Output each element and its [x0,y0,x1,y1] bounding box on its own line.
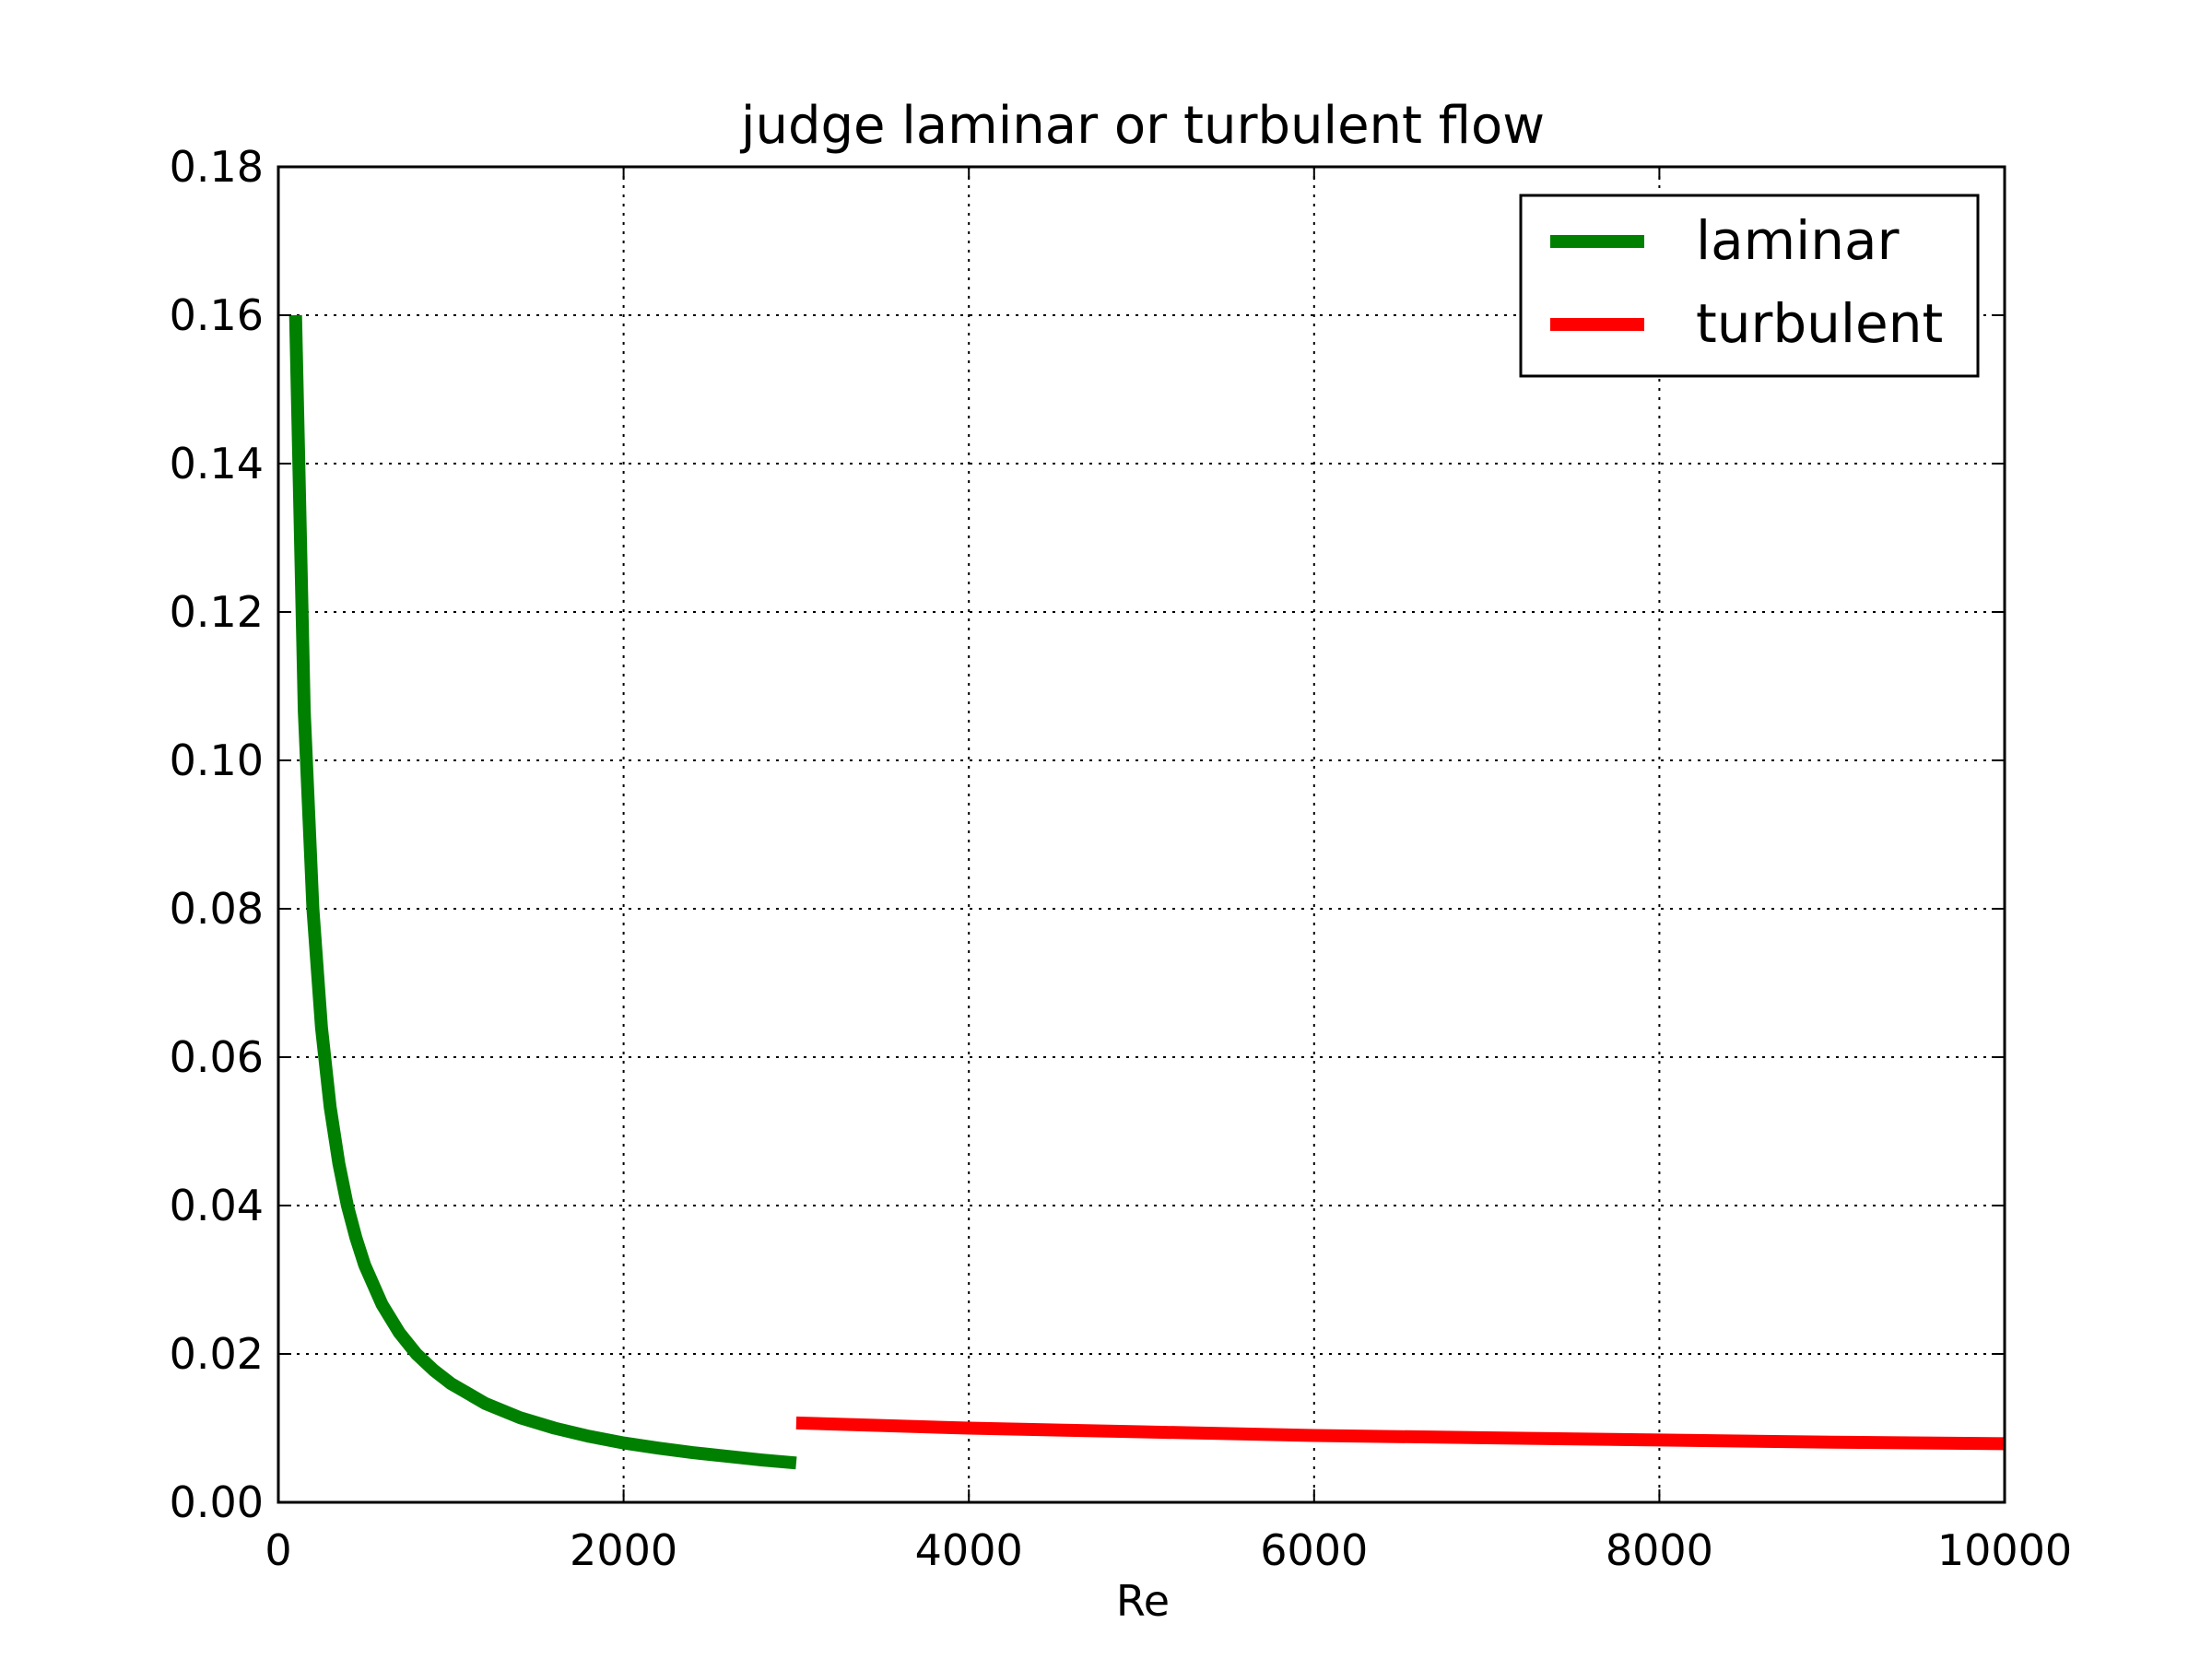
chart-title: judge laminar or turbulent flow [739,96,1545,156]
x-tick-label: 0 [265,1525,291,1575]
y-tick-label: 0.12 [170,587,264,637]
legend: laminar turbulent [1519,194,1980,378]
series-lines [288,314,2006,1470]
y-tick-label: 0.00 [170,1477,264,1527]
grid [278,167,2005,1502]
plot-frame [276,165,2006,1504]
x-tick-label: 10000 [1937,1525,2072,1575]
x-tick-label: 8000 [1606,1525,1713,1575]
x-tick-labels: 0 2000 4000 6000 8000 10000 [265,1525,2072,1575]
y-tick-label: 0.08 [170,884,264,934]
legend-label-turbulent: turbulent [1696,292,1943,355]
x-tick-label: 4000 [915,1525,1023,1575]
y-tick-label: 0.04 [170,1181,264,1230]
series-line-laminar [288,314,797,1470]
y-tick-label: 0.06 [170,1032,264,1082]
x-tick-label: 2000 [570,1525,677,1575]
tick-marks [277,166,2006,1503]
x-tick-label: 6000 [1260,1525,1368,1575]
y-tick-label: 0.18 [170,142,264,192]
series-line-turbulent [795,1416,2006,1451]
x-axis-label: Re [1116,1576,1170,1626]
y-tick-labels: 0.00 0.02 0.04 0.06 0.08 0.10 0.12 0.14 0.16 0.18 [170,142,264,1527]
y-tick-label: 0.02 [170,1329,264,1379]
y-tick-label: 0.14 [170,439,264,488]
y-tick-label: 0.10 [170,735,264,785]
legend-frame [1519,194,1980,378]
legend-label-laminar: laminar [1696,209,1900,272]
y-tick-label: 0.16 [170,290,264,340]
